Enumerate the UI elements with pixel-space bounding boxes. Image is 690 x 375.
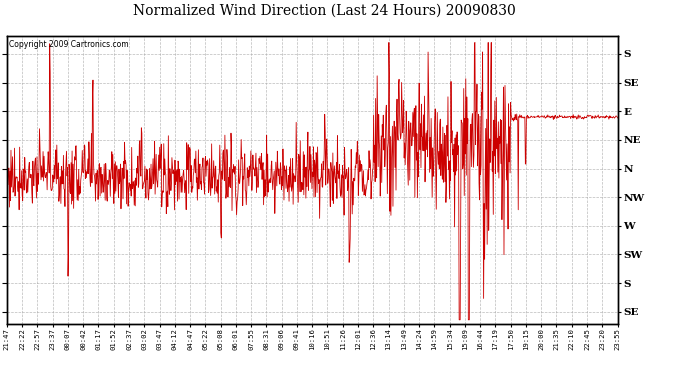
Text: Copyright 2009 Cartronics.com: Copyright 2009 Cartronics.com — [9, 40, 128, 49]
Text: Normalized Wind Direction (Last 24 Hours) 20090830: Normalized Wind Direction (Last 24 Hours… — [133, 4, 515, 18]
